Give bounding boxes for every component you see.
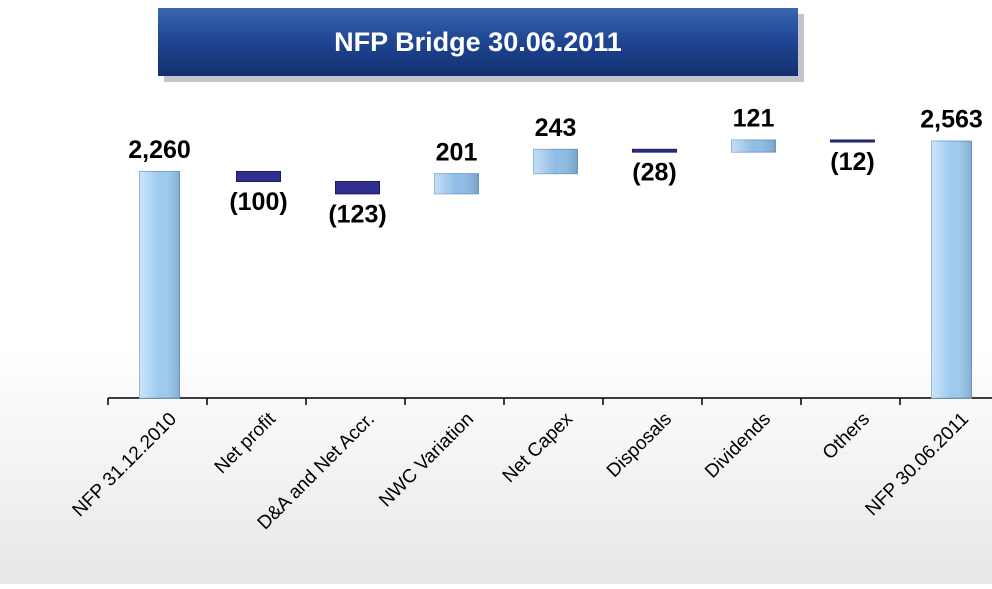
value-label: (100) [229,188,287,216]
bar [236,170,281,182]
bar [830,139,875,143]
value-label: (12) [830,148,874,176]
bar-shine [931,141,972,398]
value-label: 121 [733,105,775,133]
bar [335,180,380,195]
bar-shine [434,173,479,194]
chart-title: NFP Bridge 30.06.2011 [334,27,622,57]
bar-shine [139,171,180,398]
value-label: (28) [632,159,676,187]
value-label: (123) [328,200,386,228]
bar-shine [533,149,578,174]
value-label: 2,563 [920,106,983,134]
value-label: 201 [436,138,478,166]
bar [632,148,677,153]
value-label: 243 [535,114,577,142]
bar-shine [731,140,776,153]
value-label: 2,260 [128,136,191,164]
title-banner [158,8,798,76]
